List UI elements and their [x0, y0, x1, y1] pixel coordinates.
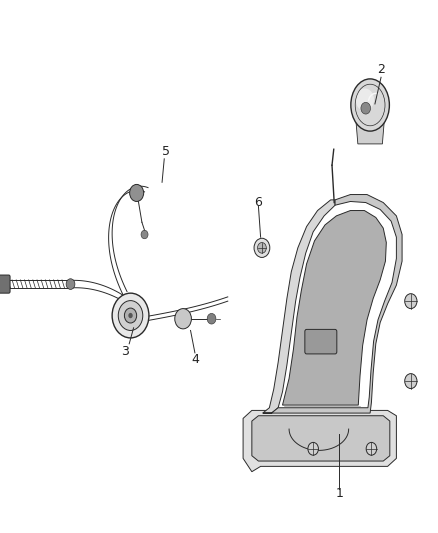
Polygon shape	[283, 211, 386, 405]
FancyBboxPatch shape	[305, 329, 337, 354]
Circle shape	[112, 293, 149, 338]
Circle shape	[128, 313, 133, 318]
Text: 6: 6	[254, 196, 262, 209]
Circle shape	[124, 308, 137, 323]
Polygon shape	[252, 416, 390, 461]
Circle shape	[141, 230, 148, 239]
Text: 1: 1	[336, 487, 343, 499]
Circle shape	[366, 442, 377, 455]
FancyBboxPatch shape	[0, 275, 10, 293]
Text: 3: 3	[121, 345, 129, 358]
Polygon shape	[363, 117, 377, 123]
Ellipse shape	[351, 79, 389, 131]
Polygon shape	[243, 410, 396, 472]
Circle shape	[405, 374, 417, 389]
Circle shape	[361, 102, 371, 114]
Circle shape	[175, 309, 191, 329]
Circle shape	[308, 442, 318, 455]
Circle shape	[66, 279, 75, 289]
Text: 5: 5	[162, 146, 170, 158]
Circle shape	[254, 238, 270, 257]
Circle shape	[207, 313, 216, 324]
Polygon shape	[263, 200, 335, 413]
Polygon shape	[263, 195, 402, 413]
Circle shape	[130, 184, 144, 201]
Circle shape	[118, 301, 143, 330]
Ellipse shape	[356, 88, 374, 111]
Circle shape	[258, 243, 266, 253]
Circle shape	[405, 294, 417, 309]
Text: 2: 2	[377, 63, 385, 76]
Polygon shape	[356, 123, 384, 144]
Text: 4: 4	[191, 353, 199, 366]
